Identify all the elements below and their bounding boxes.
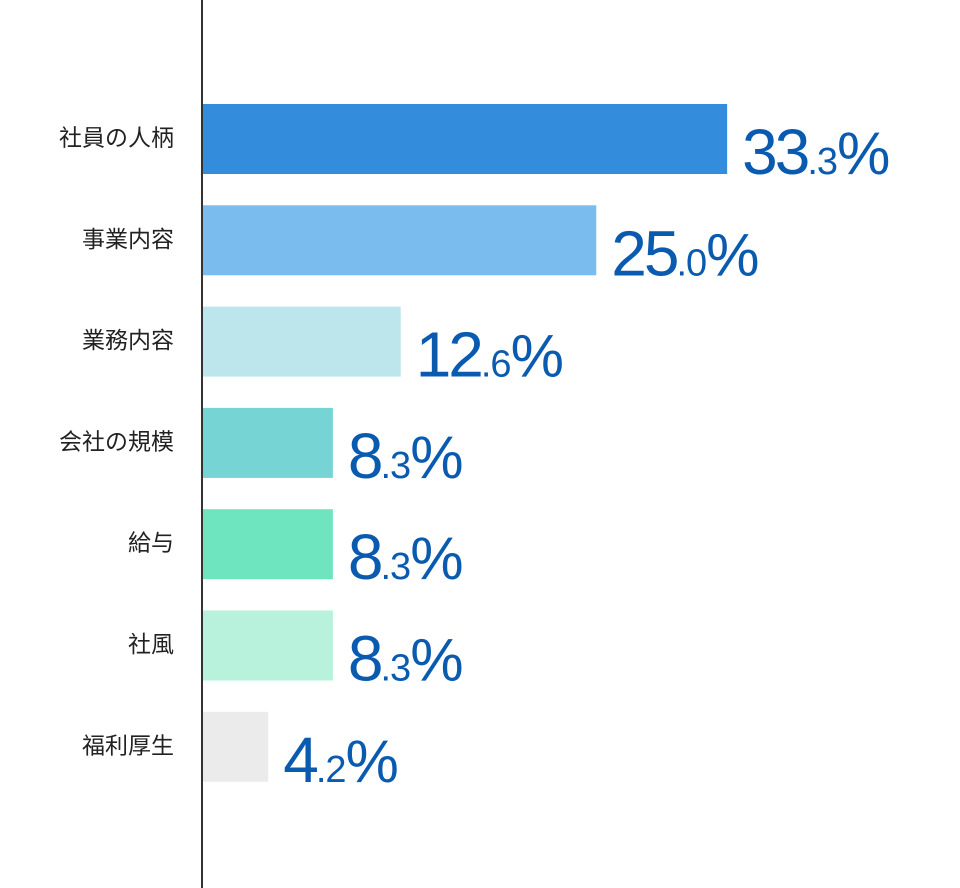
bar <box>202 509 333 580</box>
category-label: 給与 <box>128 531 174 557</box>
category-label: 事業内容 <box>82 227 174 253</box>
bar <box>202 104 728 174</box>
bar <box>202 407 333 478</box>
category-label: 業務内容 <box>82 328 174 354</box>
bar <box>202 205 597 276</box>
bar <box>202 711 269 782</box>
value-labels-group: 33.3% 25.0% 12.6% 8.3% 8.3% 8.3% 4.2% <box>283 116 890 796</box>
category-label: 会社の規模 <box>59 429 174 455</box>
category-label: 社員の人柄 <box>59 126 174 152</box>
value-label: 8.3% <box>348 623 464 695</box>
value-label: 12.6% <box>416 319 564 391</box>
value-label: 25.0% <box>611 217 759 289</box>
value-label: 8.3% <box>348 521 464 593</box>
bar <box>202 610 333 681</box>
value-label: 33.3% <box>742 116 890 188</box>
category-label: 福利厚生 <box>82 733 174 759</box>
bar <box>202 306 401 377</box>
value-label: 8.3% <box>348 420 464 492</box>
value-label: 4.2% <box>283 724 399 796</box>
category-label: 社風 <box>128 632 174 658</box>
bars-group <box>202 104 728 782</box>
